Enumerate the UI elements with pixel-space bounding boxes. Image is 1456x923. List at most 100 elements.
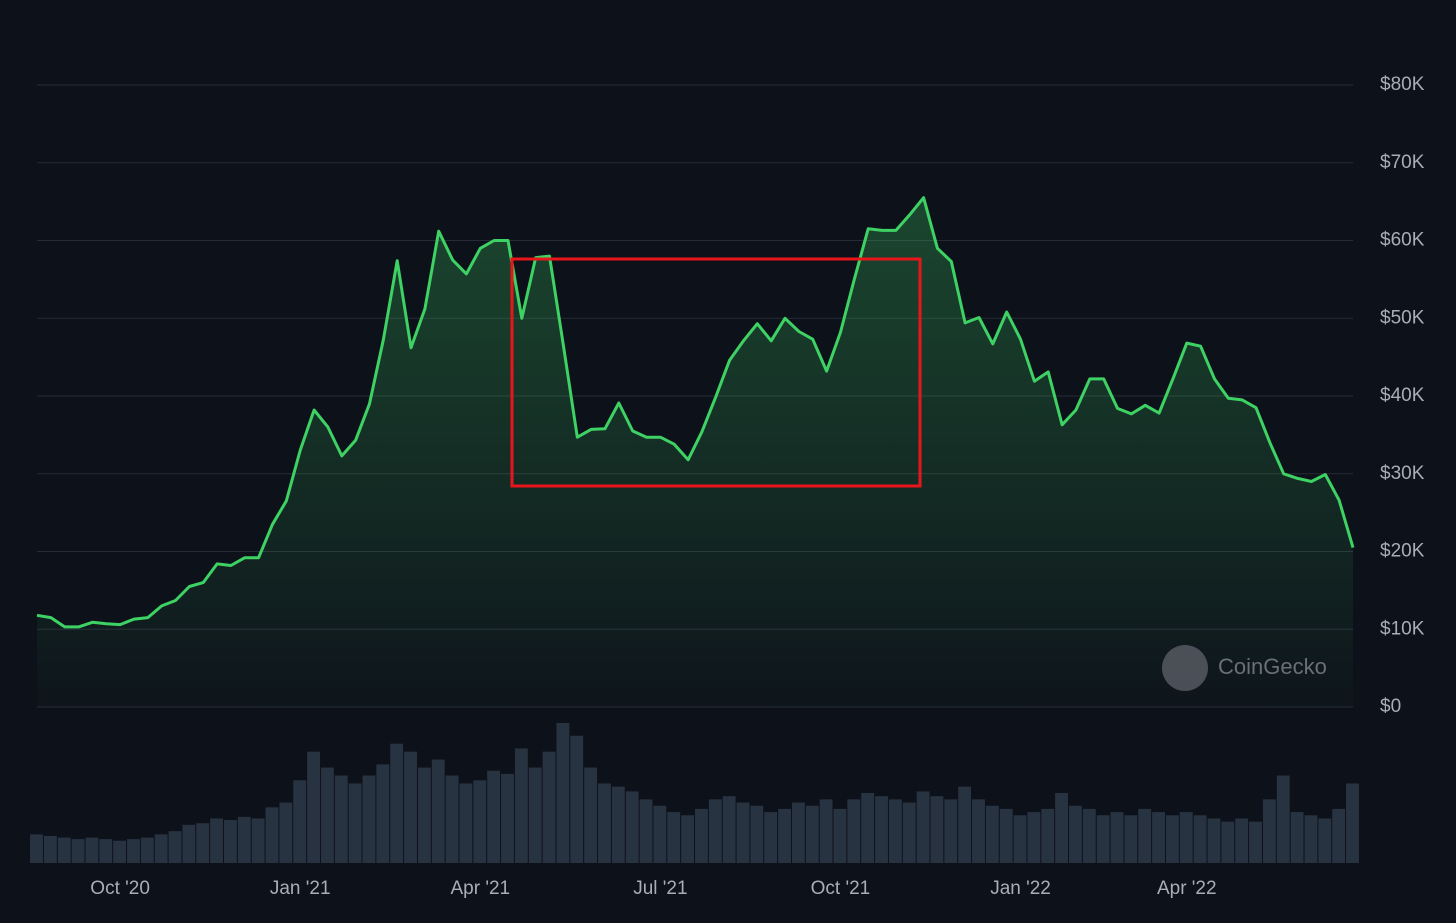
volume-bar: [154, 834, 168, 863]
volume-bar: [85, 837, 99, 863]
volume-bar: [1179, 812, 1193, 863]
x-tick-label: Oct '21: [811, 878, 871, 899]
volume-bar: [542, 751, 556, 863]
volume-bar: [431, 759, 445, 863]
volume-bar: [681, 815, 694, 863]
y-tick-label: $70K: [1380, 152, 1425, 173]
volume-bar: [1249, 821, 1262, 863]
volume-bar: [708, 799, 722, 863]
volume-bar: [1193, 815, 1207, 863]
volume-bar: [639, 799, 653, 863]
volume-bar: [1304, 815, 1318, 863]
volume-bar: [847, 799, 861, 863]
volume-bar: [224, 820, 237, 863]
volume-bar: [1082, 808, 1096, 863]
volume-bar: [348, 783, 362, 863]
volume-bar: [944, 799, 958, 863]
plot: [36, 196, 1355, 707]
y-tick-label: $50K: [1380, 307, 1425, 328]
volume-bar: [514, 748, 528, 863]
volume-bar: [958, 786, 972, 863]
area-fill: [37, 197, 1353, 707]
volume-bar: [265, 807, 279, 863]
volume-bar: [778, 808, 791, 863]
price-line: [36, 196, 1355, 629]
volume-bar: [902, 802, 916, 863]
volume-bar: [1110, 812, 1124, 863]
volume-bar: [930, 796, 944, 863]
volume-bar: [140, 837, 154, 863]
volume-bar: [459, 783, 473, 863]
volume-bar: [1221, 821, 1235, 863]
volume-bar: [1027, 812, 1041, 863]
volume-bar: [1013, 815, 1027, 863]
volume-bar: [251, 818, 265, 863]
volume-bar: [127, 839, 140, 863]
volume-bar: [487, 770, 501, 863]
volume-bar: [999, 808, 1013, 863]
x-tick-label: Oct '20: [90, 878, 150, 899]
volume-bar: [736, 802, 750, 863]
volume-bar: [750, 805, 764, 863]
volume-bar: [320, 767, 334, 863]
volume-bar: [722, 796, 736, 863]
volume-bar: [334, 775, 348, 863]
volume-bar: [875, 796, 888, 863]
volume-bar: [1207, 818, 1221, 863]
highlight-box: [510, 257, 922, 488]
volume-bar: [653, 805, 667, 863]
volume-bar: [501, 773, 514, 863]
volume-bar: [888, 799, 902, 863]
volume-bar: [764, 812, 778, 863]
y-tick-label: $40K: [1380, 385, 1425, 406]
volume-bar: [1096, 815, 1110, 863]
volume-bar: [1332, 808, 1346, 863]
volume-bar: [972, 799, 985, 863]
volume-bar: [43, 835, 57, 863]
y-tick-label: $30K: [1380, 463, 1425, 484]
volume-bar: [1055, 793, 1069, 863]
volume-bar: [1165, 815, 1179, 863]
volume-bar: [210, 818, 224, 863]
volume-bar: [1262, 799, 1276, 863]
volume-bar: [293, 780, 307, 863]
volume-bar: [861, 793, 875, 863]
x-tick-label: Apr '21: [450, 878, 510, 899]
volume-bar: [445, 775, 459, 863]
volume-bar: [791, 802, 805, 863]
volume-bar: [805, 805, 819, 863]
volume-bar: [570, 735, 584, 863]
volume-bar: [1235, 818, 1249, 863]
volume-bar: [833, 808, 847, 863]
volume-bar: [390, 743, 404, 863]
volume-bar: [71, 839, 85, 863]
y-tick-label: $60K: [1380, 230, 1425, 251]
watermark: CoinGecko: [1162, 645, 1327, 691]
watermark-logo: [1162, 645, 1208, 691]
volume-bar: [99, 839, 113, 863]
volume-bar: [598, 783, 611, 863]
volume-bar: [417, 767, 431, 863]
labels: $0 $10K $20K $30K $40K $50K $60K $70K $80K Oct '2…: [90, 74, 1424, 899]
volume-bar: [625, 791, 639, 863]
volume-bar: [667, 812, 681, 863]
volume-bar: [1346, 783, 1359, 863]
y-tick-label: $10K: [1380, 618, 1425, 639]
volume-bar: [362, 775, 376, 863]
volume-bar: [1318, 818, 1332, 863]
volume-bar: [528, 767, 542, 863]
y-tick-label: $20K: [1380, 541, 1425, 562]
volume-bar: [196, 823, 210, 863]
volume-bar: [30, 834, 43, 863]
volume-bars: [30, 723, 1359, 863]
volume-bar: [237, 816, 251, 863]
volume-bar: [584, 767, 598, 863]
volume-bar: [556, 723, 570, 863]
volume-bar: [695, 808, 708, 863]
x-tick-label: Jan '21: [270, 878, 331, 899]
volume-bar: [404, 751, 417, 863]
volume-bar: [1124, 815, 1138, 863]
x-tick-label: Jul '21: [633, 878, 687, 899]
volume-bar: [57, 837, 71, 863]
